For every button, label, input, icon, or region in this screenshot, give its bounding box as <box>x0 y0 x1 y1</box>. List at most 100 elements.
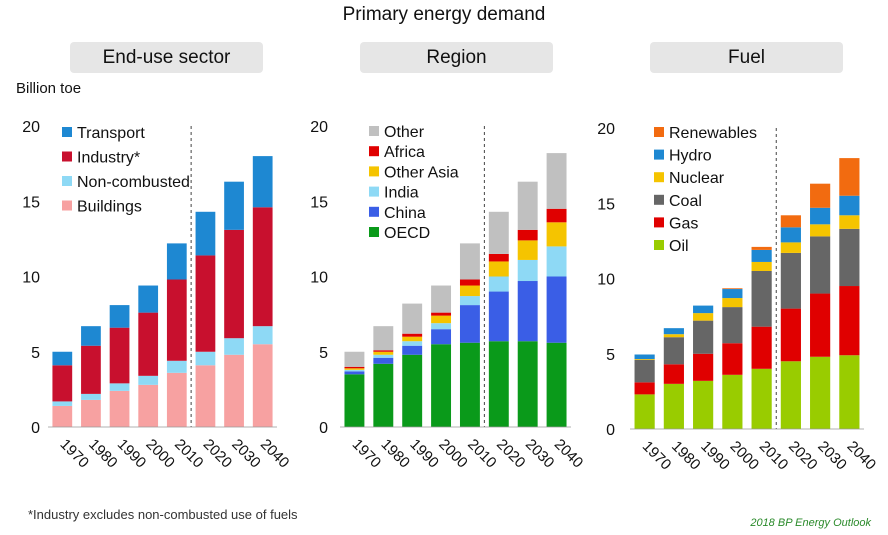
bar-segment-0-2010-industry- <box>166 279 187 361</box>
bar-segment-1-1980-india <box>373 354 394 358</box>
bar-segment-1-2010-other <box>459 243 480 280</box>
bar-segment-2-1970-oil <box>634 394 655 429</box>
bar-segment-1-1980-other-asia <box>373 351 394 355</box>
bar-segment-0-1990-industry- <box>109 327 130 384</box>
y-tick-label-0-20: 20 <box>22 119 40 136</box>
legend-label-2-gas: Gas <box>669 215 698 232</box>
y-tick-label-2-15: 15 <box>597 196 615 213</box>
bar-segment-2-2010-gas <box>751 326 772 369</box>
bar-segment-0-2010-non-combusted <box>166 360 187 373</box>
legend-label-2-oil: Oil <box>669 238 689 255</box>
bar-segment-2-2000-gas <box>722 343 743 375</box>
bar-segment-0-2020-transport <box>195 211 216 256</box>
bar-segment-0-2020-non-combusted <box>195 351 216 366</box>
x-tick-label-0-2030: 2030 <box>228 436 264 472</box>
bar-segment-1-2000-china <box>431 329 452 345</box>
x-tick-label-2-2000: 2000 <box>727 438 763 474</box>
x-tick-label-0-2000: 2000 <box>142 436 178 472</box>
y-tick-label-1-20: 20 <box>310 119 328 136</box>
bar-segment-0-1980-industry- <box>81 345 101 394</box>
x-tick-label-2-1970: 1970 <box>639 438 675 474</box>
y-tick-label-0-15: 15 <box>22 194 40 211</box>
x-tick-label-0-2040: 2040 <box>257 436 293 472</box>
y-tick-label-1-10: 10 <box>310 270 328 287</box>
panel-title-region: Region <box>360 42 553 73</box>
bar-segment-1-2030-china <box>517 281 538 342</box>
legend-label-1-india: India <box>384 185 419 202</box>
legend-label-1-africa: Africa <box>384 144 425 161</box>
bar-segment-1-2010-china <box>459 305 480 343</box>
bar-segment-0-2010-buildings <box>166 372 187 427</box>
bar-segment-0-1980-transport <box>81 326 101 346</box>
y-tick-label-0-10: 10 <box>22 270 40 287</box>
bar-segment-0-1970-buildings <box>52 405 73 427</box>
x-tick-label-0-2020: 2020 <box>200 436 236 472</box>
bar-segment-2-2040-coal <box>839 228 860 287</box>
bar-segment-1-1970-other-asia <box>344 368 365 370</box>
legend-label-2-nuclear: Nuclear <box>669 170 725 187</box>
bar-segment-1-2000-other-asia <box>431 315 452 324</box>
y-tick-label-2-20: 20 <box>597 121 615 138</box>
source-label: 2018 BP Energy Outlook <box>750 517 871 529</box>
legend-swatch-2-oil <box>654 240 664 250</box>
y-tick-label-1-5: 5 <box>319 345 328 362</box>
bar-segment-2-2020-oil <box>780 361 801 429</box>
bar-segment-1-1990-other-asia <box>402 336 423 342</box>
bar-segment-0-1980-non-combusted <box>81 393 101 400</box>
legend-label-1-other-asia: Other Asia <box>384 164 459 181</box>
x-tick-label-0-1970: 1970 <box>56 436 92 472</box>
bar-segment-0-1990-transport <box>109 305 130 328</box>
bar-segment-2-2000-renewables <box>722 288 743 290</box>
bar-segment-1-2000-oecd <box>431 344 452 427</box>
bar-segment-2-1980-nuclear <box>663 334 684 338</box>
bar-segment-1-2000-india <box>431 323 452 330</box>
x-tick-label-2-2030: 2030 <box>814 438 850 474</box>
bar-segment-2-2040-oil <box>839 355 860 429</box>
bar-segment-1-2010-other-asia <box>459 285 480 297</box>
y-tick-label-1-0: 0 <box>319 420 328 437</box>
legend-label-0-transport: Transport <box>77 125 145 142</box>
x-tick-label-2-2010: 2010 <box>756 438 792 474</box>
bar-segment-2-2000-nuclear <box>722 298 743 308</box>
legend-swatch-1-india <box>369 186 379 197</box>
bar-segment-1-2020-other <box>488 211 509 254</box>
legend-swatch-1-china <box>369 206 379 217</box>
legend-swatch-2-nuclear <box>654 172 664 183</box>
y-tick-label-1-15: 15 <box>310 194 328 211</box>
x-tick-label-1-2010: 2010 <box>464 436 500 472</box>
legend-label-0-industry-: Industry* <box>77 150 140 167</box>
bar-segment-2-1990-gas <box>693 353 714 381</box>
footnote: *Industry excludes non-combusted use of … <box>28 507 298 522</box>
y-tick-label-2-5: 5 <box>606 347 615 364</box>
x-tick-label-0-1990: 1990 <box>114 436 150 472</box>
bar-segment-1-1980-oecd <box>373 363 394 427</box>
bar-segment-1-1990-africa <box>402 333 423 337</box>
bar-segment-2-2030-oil <box>810 356 831 429</box>
legend-swatch-0-non-combusted <box>62 176 72 186</box>
bar-segment-0-2020-buildings <box>195 365 216 427</box>
bar-segment-2-2020-hydro <box>780 227 801 243</box>
bar-segment-1-2040-india <box>546 246 567 277</box>
bar-segment-0-2000-industry- <box>138 312 159 376</box>
bar-segment-2-1990-nuclear <box>693 313 714 321</box>
bar-segment-0-1970-industry- <box>52 365 73 402</box>
legend-label-0-non-combusted: Non-combusted <box>77 174 190 191</box>
bar-segment-0-2010-transport <box>166 243 187 280</box>
legend-label-2-renewables: Renewables <box>669 125 757 142</box>
x-tick-label-0-1980: 1980 <box>85 436 121 472</box>
x-tick-label-1-2030: 2030 <box>522 436 558 472</box>
bar-segment-1-1990-oecd <box>402 354 423 427</box>
bar-segment-1-1990-china <box>402 345 423 355</box>
bar-segment-1-1970-other <box>344 351 365 367</box>
legend-swatch-2-renewables <box>654 127 664 137</box>
x-tick-label-1-2040: 2040 <box>551 436 587 472</box>
legend-label-2-hydro: Hydro <box>669 148 712 165</box>
bar-segment-0-1980-buildings <box>81 399 101 427</box>
bar-segment-2-2020-renewables <box>780 215 801 228</box>
bar-segment-2-2040-gas <box>839 286 860 356</box>
bar-segment-2-1990-oil <box>693 380 714 429</box>
x-tick-label-1-1990: 1990 <box>406 436 442 472</box>
bar-segment-1-2030-other-asia <box>517 240 538 260</box>
